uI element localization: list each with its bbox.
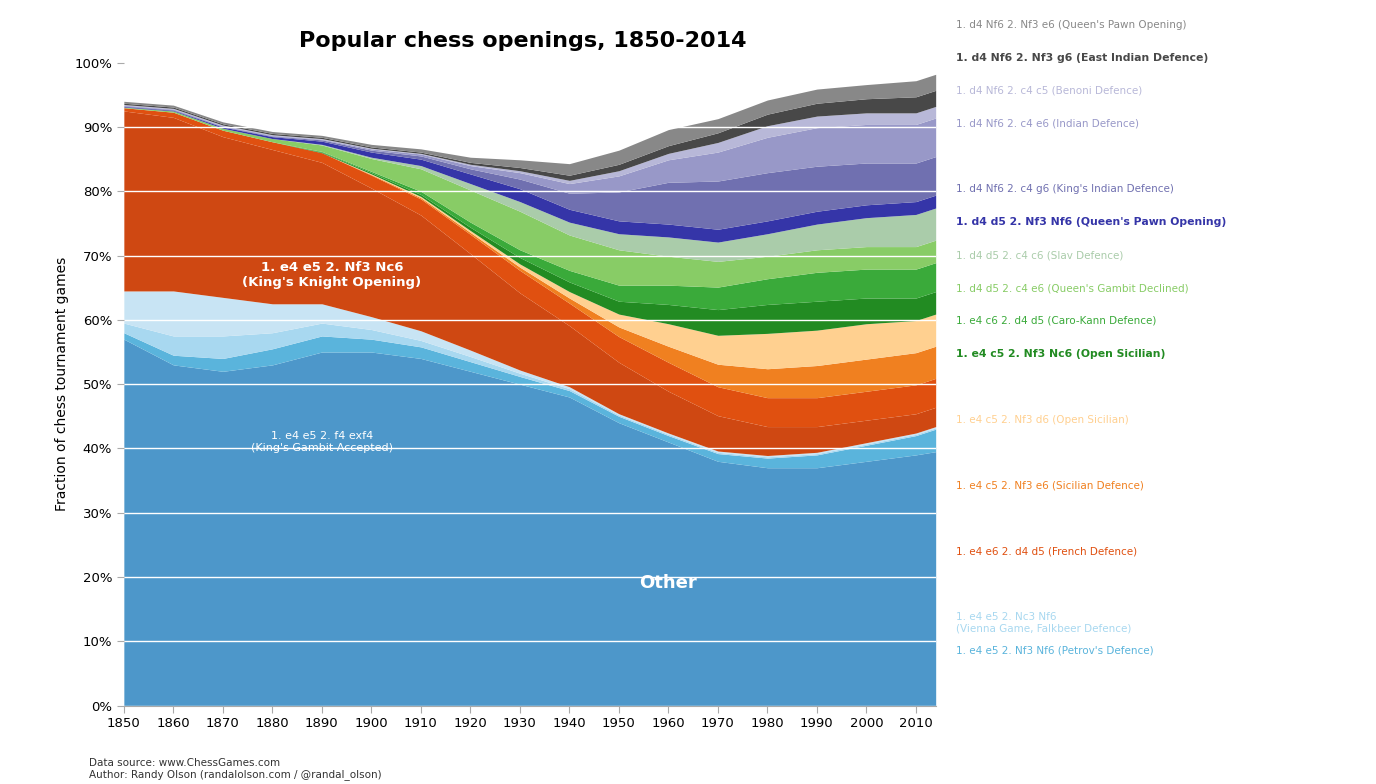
Text: 1. d4 Nf6 2. c4 g6 (King's Indian Defence): 1. d4 Nf6 2. c4 g6 (King's Indian Defenc… (956, 184, 1174, 194)
Text: 1. e4 e5 2. Nf3 Nf6 (Petrov's Defence): 1. e4 e5 2. Nf3 Nf6 (Petrov's Defence) (956, 645, 1154, 655)
Text: 1. d4 d5 2. Nf3 Nf6 (Queen's Pawn Opening): 1. d4 d5 2. Nf3 Nf6 (Queen's Pawn Openin… (956, 217, 1226, 227)
Text: 1. e4 e5 2. Nc3 Nf6
(Vienna Game, Falkbeer Defence): 1. e4 e5 2. Nc3 Nf6 (Vienna Game, Falkbe… (956, 612, 1131, 634)
Text: 1. d4 d5 2. c4 e6 (Queen's Gambit Declined): 1. d4 d5 2. c4 e6 (Queen's Gambit Declin… (956, 283, 1189, 293)
Text: 1. e4 c5 2. Nf3 d6 (Open Sicilian): 1. e4 c5 2. Nf3 d6 (Open Sicilian) (956, 415, 1130, 425)
Text: 1. d4 Nf6 2. Nf3 g6 (East Indian Defence): 1. d4 Nf6 2. Nf3 g6 (East Indian Defence… (956, 53, 1208, 63)
Text: Other: Other (640, 575, 698, 593)
Text: 1. e4 c5 2. Nf3 e6 (Sicilian Defence): 1. e4 c5 2. Nf3 e6 (Sicilian Defence) (956, 481, 1145, 491)
Text: 1. e4 c6 2. d4 d5 (Caro-Kann Defence): 1. e4 c6 2. d4 d5 (Caro-Kann Defence) (956, 316, 1157, 326)
Text: 1. e4 c5 2. Nf3 Nc6 (Open Sicilian): 1. e4 c5 2. Nf3 Nc6 (Open Sicilian) (956, 349, 1165, 359)
Text: 1. d4 Nf6 2. c4 c5 (Benoni Defence): 1. d4 Nf6 2. c4 c5 (Benoni Defence) (956, 85, 1142, 96)
Y-axis label: Fraction of chess tournament games: Fraction of chess tournament games (55, 257, 69, 511)
Text: Popular chess openings, 1850-2014: Popular chess openings, 1850-2014 (299, 31, 747, 52)
Text: 1. d4 Nf6 2. c4 e6 (Indian Defence): 1. d4 Nf6 2. c4 e6 (Indian Defence) (956, 118, 1139, 129)
Text: Data source: www.ChessGames.com
Author: Randy Olson (randalolson.com / @randal_o: Data source: www.ChessGames.com Author: … (89, 757, 383, 780)
Text: 1. d4 Nf6 2. Nf3 e6 (Queen's Pawn Opening): 1. d4 Nf6 2. Nf3 e6 (Queen's Pawn Openin… (956, 20, 1187, 30)
Text: 1. d4 d5 2. c4 c6 (Slav Defence): 1. d4 d5 2. c4 c6 (Slav Defence) (956, 250, 1124, 260)
Text: 1. e4 e5 2. Nf3 Nc6
(King's Knight Opening): 1. e4 e5 2. Nf3 Nc6 (King's Knight Openi… (242, 261, 421, 289)
Text: 1. e4 e5 2. f4 exf4
(King's Gambit Accepted): 1. e4 e5 2. f4 exf4 (King's Gambit Accep… (250, 431, 394, 453)
Text: 1. e4 e6 2. d4 d5 (French Defence): 1. e4 e6 2. d4 d5 (French Defence) (956, 546, 1138, 557)
